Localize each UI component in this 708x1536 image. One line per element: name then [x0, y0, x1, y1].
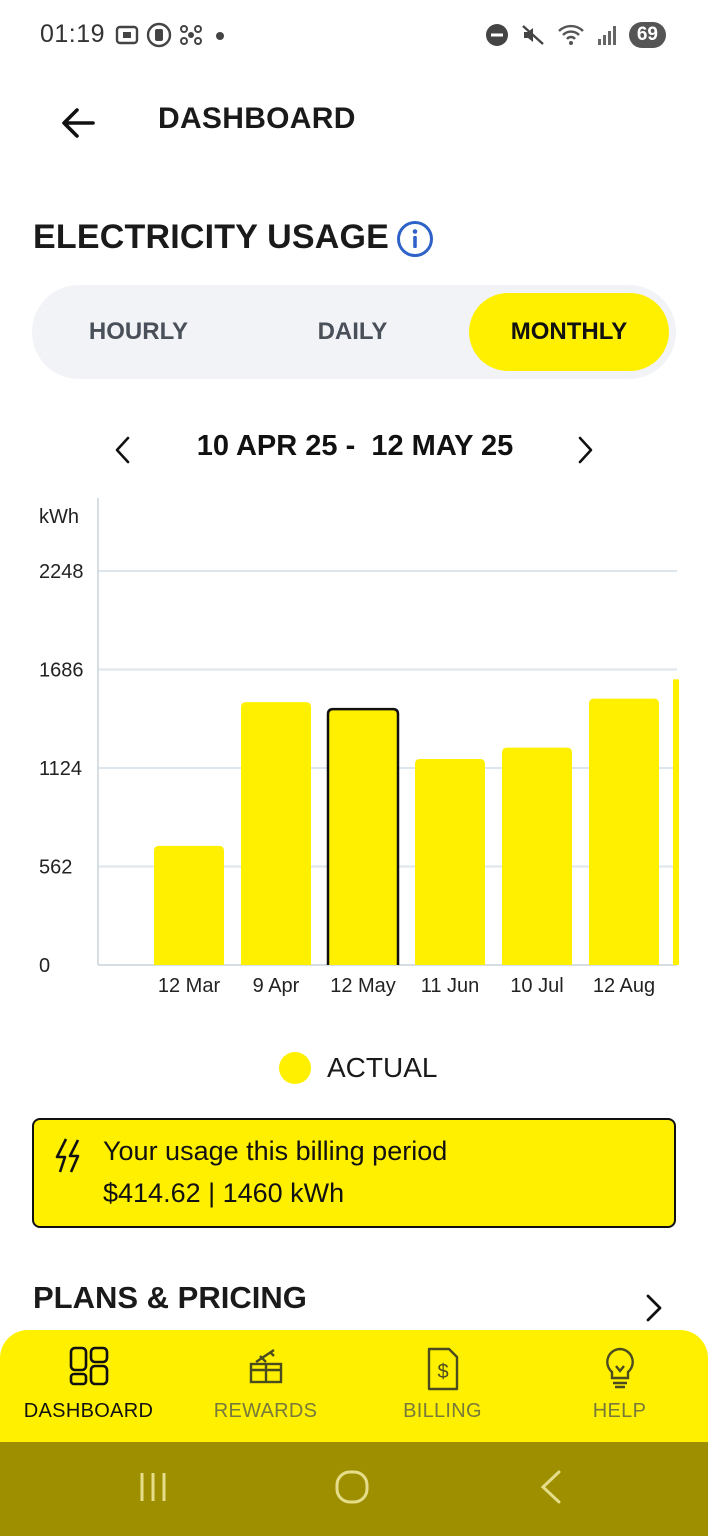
bar — [589, 698, 659, 965]
x-tick-label: 12 Aug — [593, 975, 655, 997]
info-button[interactable] — [396, 220, 434, 258]
legend-actual-label: ACTUAL — [327, 1052, 438, 1083]
tab-monthly[interactable]: MONTHLY — [469, 293, 669, 371]
section-title: ELECTRICITY USAGE — [33, 218, 390, 256]
chevron-right-icon — [646, 1294, 662, 1322]
tab-hourly[interactable]: HOURLY — [88, 318, 189, 345]
tab-daily[interactable]: DAILY — [317, 318, 388, 345]
granularity-tabs: HOURLY DAILY MONTHLY — [32, 285, 676, 379]
bottom-navigation: DASHBOARD REWARDS $ BILLING HELP — [0, 1330, 708, 1442]
usage-bar-chart: kWh 2248 1686 1124 562 0 12 Mar 9 Apr 12 May 11 J… — [39, 498, 679, 997]
y-tick-label: 1124 — [39, 758, 82, 780]
plans-pricing-title[interactable]: PLANS & PRICING — [33, 1280, 307, 1315]
x-tick-label: 12 May — [330, 975, 396, 997]
dot-icon — [216, 32, 224, 40]
x-tick-label: 10 Jul — [510, 975, 563, 997]
y-tick-label: 2248 — [39, 561, 84, 583]
app-notification-icon — [146, 22, 172, 48]
status-time: 01:19 — [40, 20, 106, 48]
x-tick-label: 12 Mar — [158, 975, 221, 997]
do-not-disturb-icon — [485, 24, 508, 46]
back-button[interactable] — [58, 104, 100, 142]
chevron-left-icon — [115, 436, 130, 464]
bar-partial — [673, 679, 679, 965]
info-icon — [397, 221, 433, 257]
nav-rewards-label: REWARDS — [213, 1400, 318, 1422]
gift-icon — [249, 1349, 282, 1384]
recent-apps-icon[interactable] — [138, 1470, 168, 1504]
bar — [326, 707, 400, 965]
plans-pricing-chevron[interactable] — [640, 1290, 668, 1326]
nav-dashboard[interactable]: DASHBOARD — [0, 1330, 177, 1442]
nav-billing-label: BILLING — [403, 1400, 482, 1422]
bar — [502, 747, 572, 965]
wifi-icon — [558, 24, 584, 45]
screenshot-icon — [115, 25, 139, 45]
page-title: DASHBOARD — [158, 102, 356, 135]
lightning-icon — [52, 1136, 86, 1176]
bar — [154, 845, 224, 965]
dashboard-icon — [69, 1346, 108, 1386]
svg-text:$: $ — [437, 1361, 448, 1383]
bar — [415, 759, 485, 965]
bill-icon: $ — [427, 1347, 458, 1391]
status-icons-left — [114, 22, 230, 48]
bar — [241, 702, 311, 965]
date-next-button[interactable] — [570, 432, 600, 468]
date-range: 10 APR 25 - 12 MAY 25 — [196, 430, 514, 462]
chevron-right-icon — [578, 436, 593, 464]
nav-help-label: HELP — [592, 1400, 647, 1422]
home-icon[interactable] — [334, 1469, 370, 1505]
y-tick-label: 562 — [39, 857, 72, 879]
status-icons-right: 69 — [485, 22, 666, 48]
x-tick-label: 9 Apr — [253, 975, 300, 997]
fan-icon — [180, 25, 202, 45]
system-navigation-bar — [0, 1442, 708, 1536]
y-axis-label: kWh — [39, 506, 79, 528]
nav-billing[interactable]: $ BILLING — [354, 1330, 531, 1442]
mute-icon — [522, 25, 544, 45]
usage-card-value: $414.62 | 1460 kWh — [103, 1178, 345, 1208]
nav-rewards[interactable]: REWARDS — [177, 1330, 354, 1442]
billing-usage-card[interactable] — [32, 1118, 676, 1228]
signal-icon — [597, 26, 616, 45]
nav-help[interactable]: HELP — [531, 1330, 708, 1442]
legend-actual-swatch — [279, 1052, 311, 1084]
lightbulb-icon — [605, 1347, 634, 1389]
system-back-icon[interactable] — [538, 1469, 564, 1505]
x-tick-label: 11 Jun — [421, 975, 480, 997]
back-arrow-icon — [62, 108, 95, 138]
usage-card-title: Your usage this billing period — [103, 1136, 448, 1166]
battery-indicator: 69 — [628, 22, 666, 48]
date-prev-button[interactable] — [108, 432, 138, 468]
y-tick-label: 1686 — [39, 660, 84, 682]
y-tick-label: 0 — [39, 955, 50, 977]
nav-dashboard-label: DASHBOARD — [23, 1400, 154, 1422]
